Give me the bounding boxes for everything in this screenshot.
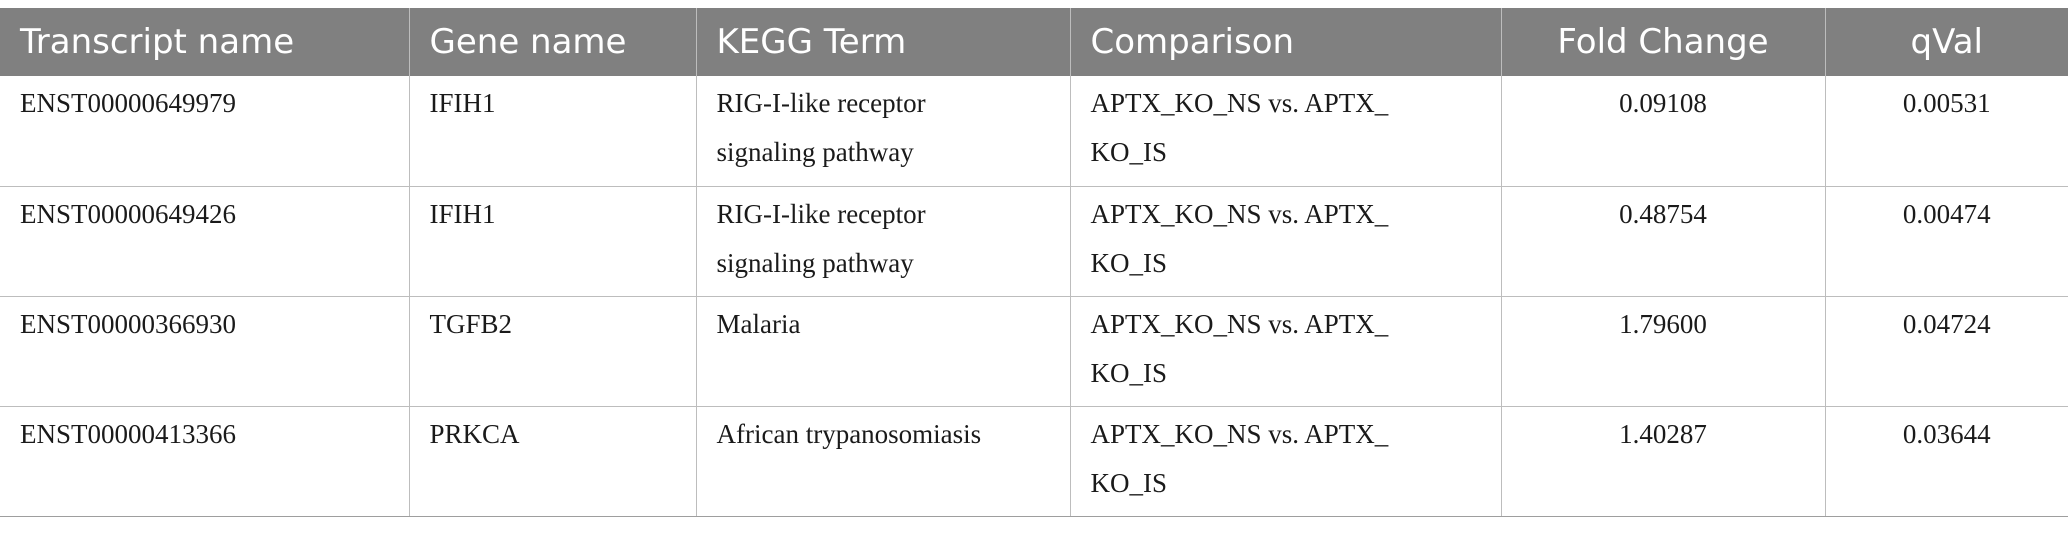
cell-fold-change: 1.40287 xyxy=(1500,406,1825,517)
cell-kegg-term: RIG-I-like receptor signaling pathway xyxy=(695,76,1070,187)
header-row: Transcript name Gene name KEGG Term Comp… xyxy=(0,8,2068,76)
comparison-line: KO_IS xyxy=(1090,247,1168,278)
table-header: Transcript name Gene name KEGG Term Comp… xyxy=(0,8,2068,76)
cell-transcript: ENST00000649426 xyxy=(0,186,409,297)
cell-gene: PRKCA xyxy=(408,406,696,517)
cell-qval: 0.04724 xyxy=(1824,296,2068,407)
table-body: ENST00000649979 IFIH1 RIG-I-like recepto… xyxy=(0,76,2068,517)
kegg-term-line: signaling pathway xyxy=(716,247,914,278)
comparison-line: APTX_KO_NS vs. APTX_ xyxy=(1090,88,1389,118)
header-kegg-term: KEGG Term xyxy=(695,8,1070,76)
kegg-term-line: RIG-I-like receptor xyxy=(716,198,926,229)
comparison-line: KO_IS xyxy=(1090,137,1168,167)
table-row: ENST00000413366 PRKCA African trypanosom… xyxy=(0,406,2068,517)
results-table-container: Transcript name Gene name KEGG Term Comp… xyxy=(0,8,2068,517)
results-table: Transcript name Gene name KEGG Term Comp… xyxy=(0,8,2068,517)
cell-kegg-term: Malaria xyxy=(695,296,1070,407)
cell-gene: IFIH1 xyxy=(408,186,696,297)
cell-comparison: APTX_KO_NS vs. APTX_ KO_IS xyxy=(1069,406,1501,517)
kegg-term-line: Malaria xyxy=(716,308,801,339)
kegg-term-line: RIG-I-like receptor xyxy=(716,88,926,118)
table-row: ENST00000649979 IFIH1 RIG-I-like recepto… xyxy=(0,76,2068,187)
cell-gene: IFIH1 xyxy=(408,76,696,187)
header-comparison: Comparison xyxy=(1069,8,1501,76)
cell-qval: 0.00531 xyxy=(1824,76,2068,187)
cell-comparison: APTX_KO_NS vs. APTX_ KO_IS xyxy=(1069,186,1501,297)
table-row: ENST00000649426 IFIH1 RIG-I-like recepto… xyxy=(0,186,2068,297)
kegg-term-line: signaling pathway xyxy=(716,137,914,167)
cell-kegg-term: RIG-I-like receptor signaling pathway xyxy=(695,186,1070,297)
header-qval: qVal xyxy=(1824,8,2068,76)
cell-gene: TGFB2 xyxy=(408,296,696,407)
cell-fold-change: 0.48754 xyxy=(1500,186,1825,297)
cell-transcript: ENST00000649979 xyxy=(0,76,409,187)
comparison-line: APTX_KO_NS vs. APTX_ xyxy=(1090,418,1389,449)
kegg-term-line: African trypanosomiasis xyxy=(716,418,982,449)
header-fold-change: Fold Change xyxy=(1500,8,1825,76)
table-row: ENST00000366930 TGFB2 Malaria APTX_KO_NS… xyxy=(0,296,2068,407)
cell-fold-change: 0.09108 xyxy=(1500,76,1825,187)
cell-transcript: ENST00000366930 xyxy=(0,296,409,407)
header-transcript-name: Transcript name xyxy=(0,8,409,76)
cell-kegg-term: African trypanosomiasis xyxy=(695,406,1070,517)
cell-qval: 0.03644 xyxy=(1824,406,2068,517)
comparison-line: KO_IS xyxy=(1090,357,1168,388)
cell-fold-change: 1.79600 xyxy=(1500,296,1825,407)
cell-qval: 0.00474 xyxy=(1824,186,2068,297)
cell-comparison: APTX_KO_NS vs. APTX_ KO_IS xyxy=(1069,76,1501,187)
comparison-line: KO_IS xyxy=(1090,467,1168,498)
cell-comparison: APTX_KO_NS vs. APTX_ KO_IS xyxy=(1069,296,1501,407)
cell-transcript: ENST00000413366 xyxy=(0,406,409,517)
comparison-line: APTX_KO_NS vs. APTX_ xyxy=(1090,308,1389,339)
header-gene-name: Gene name xyxy=(408,8,696,76)
comparison-line: APTX_KO_NS vs. APTX_ xyxy=(1090,198,1389,229)
